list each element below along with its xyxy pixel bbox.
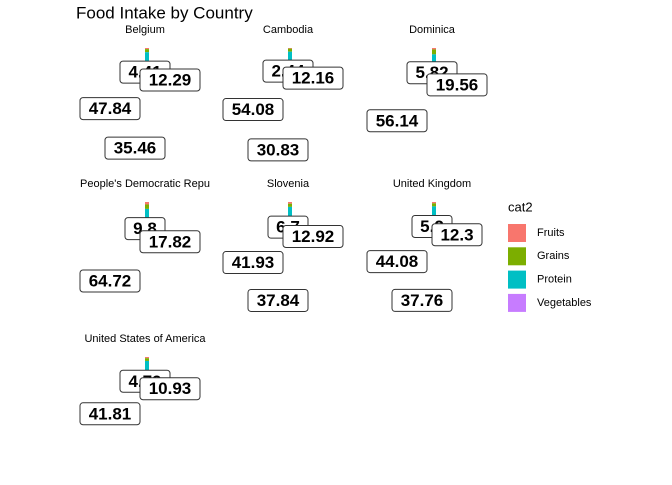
label-text: 56.14 [376, 111, 419, 130]
data-label: 12.29 [139, 68, 201, 92]
pie-slice [145, 202, 149, 205]
label-text: 12.92 [292, 227, 335, 246]
facet-title: United States of America [84, 333, 206, 345]
data-label: 12.3 [431, 223, 483, 247]
label-box [79, 402, 141, 426]
label-box [222, 251, 284, 275]
legend-title: cat2 [508, 199, 533, 214]
data-label: 64.72 [79, 269, 141, 293]
label-box [391, 288, 453, 312]
label-box [104, 136, 166, 160]
facet-title: Dominica [409, 24, 456, 36]
pie-slice [432, 203, 436, 207]
legend-label: Grains [537, 250, 570, 262]
label-box [282, 225, 344, 249]
data-label: 37.84 [247, 288, 309, 312]
legend-label: Protein [537, 274, 572, 286]
data-label: 41.93 [222, 251, 284, 275]
facet-title: People's Democratic Repu [80, 178, 210, 190]
data-label: 47.84 [79, 97, 141, 121]
label-box [247, 288, 309, 312]
pie-slice [145, 204, 149, 209]
facet-title: Cambodia [263, 24, 314, 36]
pie-slice [145, 358, 149, 361]
legend-key [508, 270, 526, 289]
legend-key [508, 224, 526, 242]
facet-title: United Kingdom [393, 178, 471, 190]
label-box [431, 223, 483, 247]
pie-slice [288, 48, 292, 52]
data-label: 17.82 [139, 230, 201, 254]
data-label: 54.08 [222, 98, 284, 122]
pie-slice [145, 49, 149, 53]
label-text: 17.82 [149, 232, 192, 251]
pie-slice [145, 360, 149, 372]
label-text: 19.56 [436, 75, 479, 94]
label-text: 64.72 [89, 271, 132, 290]
label-box [426, 73, 488, 97]
pie-slice [432, 49, 436, 55]
label-box [247, 138, 309, 162]
legend-label: Fruits [537, 227, 565, 239]
pie-slice [288, 203, 292, 207]
data-label: 44.08 [366, 250, 428, 274]
label-box [79, 97, 141, 121]
pie-slice [432, 202, 436, 204]
label-box [139, 230, 201, 254]
legend-key [508, 247, 526, 266]
pie-slice [145, 357, 149, 359]
legend-key [508, 293, 526, 312]
label-text: 10.93 [149, 379, 192, 398]
label-box [222, 98, 284, 122]
data-label: 19.56 [426, 73, 488, 97]
pie-slice [432, 48, 436, 50]
pie-slice [288, 48, 292, 49]
data-label: 37.76 [391, 288, 453, 312]
pie-slice [288, 202, 292, 204]
legend-label: Vegetables [537, 297, 592, 309]
data-label: 10.93 [139, 377, 201, 401]
pie-slice [145, 48, 149, 50]
label-text: 12.16 [292, 69, 335, 88]
pie-slice [432, 206, 436, 218]
pie-slice [288, 51, 292, 66]
label-text: 41.81 [89, 404, 132, 423]
label-box [282, 66, 344, 90]
label-text: 12.29 [149, 71, 192, 90]
label-box [139, 377, 201, 401]
label-box [139, 68, 201, 92]
pie-slice [145, 208, 149, 226]
label-text: 35.46 [114, 139, 157, 158]
label-text: 37.76 [401, 291, 444, 310]
facet-title: Slovenia [267, 178, 310, 190]
pie-slice [145, 52, 149, 65]
chart-title: Food Intake by Country [76, 3, 253, 22]
label-text: 44.08 [376, 252, 419, 271]
label-text: 41.93 [232, 253, 275, 272]
label-text: 37.84 [257, 291, 300, 310]
label-text: 30.83 [257, 140, 300, 159]
label-text: 12.3 [440, 225, 473, 244]
data-label: 12.92 [282, 225, 344, 249]
label-box [366, 250, 428, 274]
data-label: 30.83 [247, 138, 309, 162]
facet-title: Belgium [125, 24, 165, 36]
data-label: 12.16 [282, 66, 344, 90]
label-text: 47.84 [89, 99, 132, 118]
label-text: 54.08 [232, 100, 275, 119]
data-label: 35.46 [104, 136, 166, 160]
label-box [79, 269, 141, 293]
data-label: 41.81 [79, 402, 141, 426]
pie-slice [288, 206, 292, 218]
data-label: 56.14 [366, 109, 428, 133]
label-box [366, 109, 428, 133]
